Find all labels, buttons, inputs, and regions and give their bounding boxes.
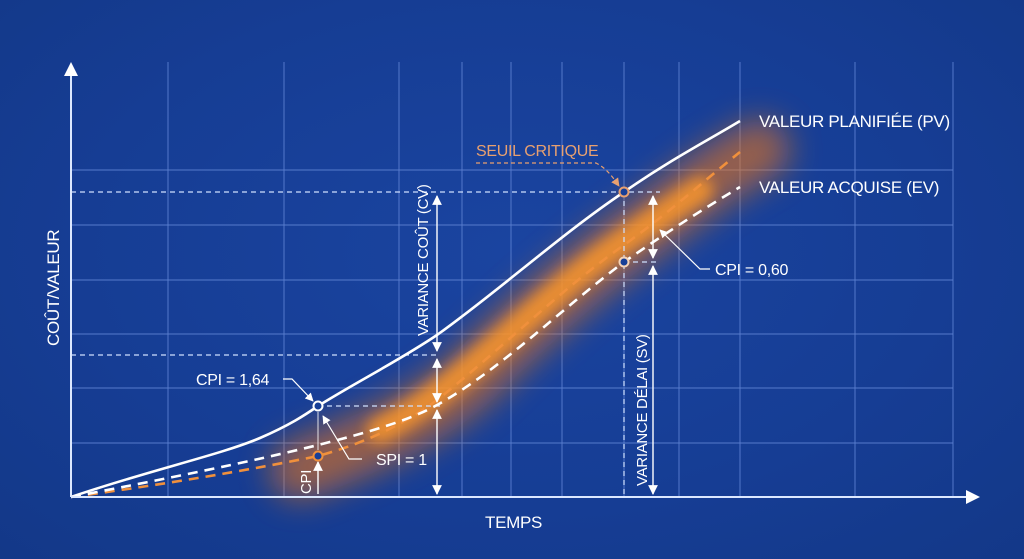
grid-horizontal-lines: [71, 169, 953, 444]
ev-marker-critical: [618, 256, 630, 268]
critical-glow: [270, 120, 790, 500]
y-axis-label: COÛT/VALEUR: [44, 230, 63, 346]
y-axis-arrow-icon: [64, 62, 78, 76]
reference-dashed-lines: [71, 191, 660, 497]
cpi-small-label: CPI: [298, 470, 315, 494]
data-markers: [312, 186, 630, 462]
schedule-variance-label: VARIANCE DÉLAI (SV): [634, 334, 651, 486]
legend-ev-label: VALEUR ACQUISE (EV): [759, 178, 939, 197]
variance-arrows: [313, 195, 658, 495]
x-axis-arrow-icon: [966, 490, 980, 504]
seuil-leader: [476, 162, 620, 187]
cpi-high-leader: [283, 378, 314, 402]
pv-curve: [70, 119, 741, 499]
legend-pv-label: VALEUR PLANIFIÉE (PV): [759, 112, 950, 131]
ev-curve: [70, 185, 741, 499]
spi-label: SPI = 1: [376, 452, 427, 469]
callout-leaders: [283, 162, 710, 460]
cpi-high-label: CPI = 1,64: [196, 372, 269, 389]
pv-marker-cpi: [312, 400, 324, 412]
pv-marker-critical: [618, 186, 630, 198]
axes: [64, 62, 980, 504]
cpi-low-label: CPI = 0,60: [715, 262, 788, 279]
threshold-marker-cpi: [312, 450, 324, 462]
cost-variance-label: VARIANCE COÛT (CV): [415, 184, 432, 336]
cpi-low-leader: [659, 229, 710, 270]
x-axis-label: TEMPS: [485, 513, 542, 532]
spi-leader: [322, 415, 362, 460]
seuil-critique-label: SEUIL CRITIQUE: [476, 143, 598, 160]
labels: COÛT/VALEUR TEMPS VALEUR PLANIFIÉE (PV) …: [44, 112, 950, 532]
